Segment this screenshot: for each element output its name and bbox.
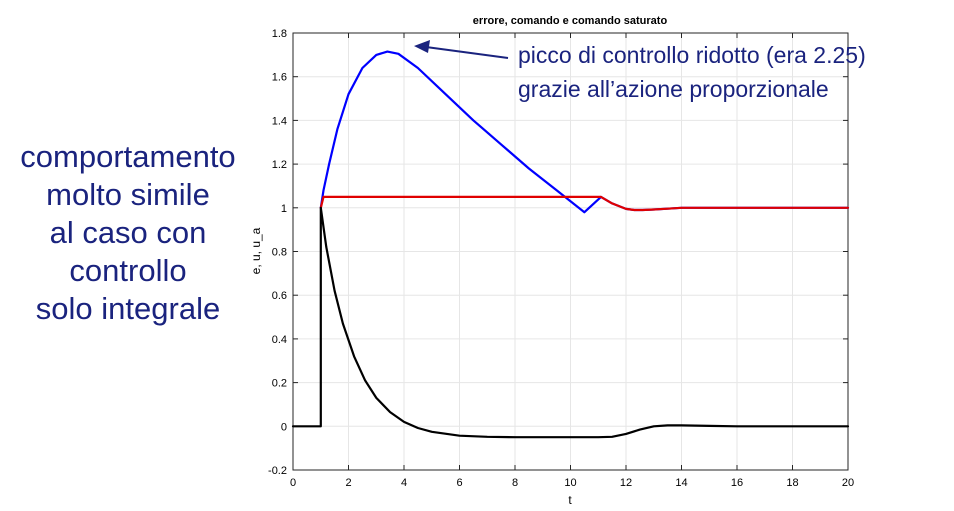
chart-title: errore, comando e comando saturato <box>473 15 668 27</box>
annotation-arrow <box>414 40 509 59</box>
y-axis-label: e, u, u_a <box>249 227 263 274</box>
x-tick-label: 20 <box>842 477 854 489</box>
y-tick-label: 0 <box>281 421 287 433</box>
x-tick-label: 10 <box>564 477 576 489</box>
side-note-line: solo integrale <box>35 291 221 326</box>
y-tick-label: 0.8 <box>272 247 287 259</box>
side-note: comportamento molto simile al caso con c… <box>0 138 256 328</box>
y-tick-label: 0.6 <box>272 290 287 302</box>
x-tick-label: 14 <box>675 477 687 489</box>
y-tick-label: 1.2 <box>272 159 287 171</box>
chart-series <box>291 50 850 439</box>
side-note-line: controllo <box>69 253 187 288</box>
chart-ticks: 0 2 4 6 8 10 12 14 16 18 20-0.200.20.40.60.811.21.… <box>268 28 854 489</box>
side-note-line: al caso con <box>49 215 207 250</box>
y-tick-label: 0.2 <box>272 378 287 390</box>
x-tick-label: 18 <box>786 477 798 489</box>
x-tick-label: 6 <box>456 477 462 489</box>
annotation-line: grazie all’azione proporzionale <box>518 76 829 102</box>
series-line-e <box>291 206 850 439</box>
x-tick-label: 16 <box>731 477 743 489</box>
y-tick-label: 1.4 <box>272 115 287 127</box>
side-note-line: molto simile <box>46 177 210 212</box>
x-tick-label: 0 <box>290 477 296 489</box>
y-tick-label: 1 <box>281 203 287 215</box>
y-tick-label: -0.2 <box>268 465 287 477</box>
annotation-line: picco di controllo ridotto (era 2.25) <box>518 42 866 68</box>
x-axis-label: t <box>568 493 572 507</box>
x-tick-label: 12 <box>620 477 632 489</box>
series-line-u-a <box>319 195 850 212</box>
y-tick-label: 1.6 <box>272 72 287 84</box>
y-tick-label: 0.4 <box>272 334 287 346</box>
x-tick-label: 4 <box>401 477 407 489</box>
annotation: picco di controllo ridotto (era 2.25) gr… <box>518 38 866 106</box>
y-tick-label: 1.8 <box>272 28 287 40</box>
x-tick-label: 2 <box>345 477 351 489</box>
x-tick-label: 8 <box>512 477 518 489</box>
side-note-line: comportamento <box>20 139 236 174</box>
